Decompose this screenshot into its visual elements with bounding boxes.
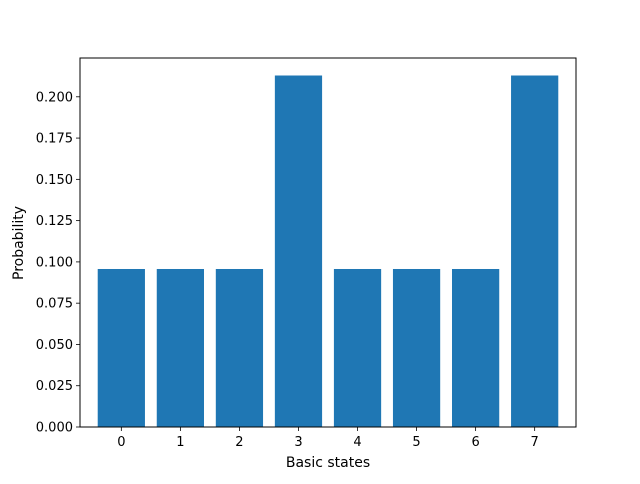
x-tick-label: 3 xyxy=(294,435,302,450)
x-tick-label: 7 xyxy=(531,435,539,450)
x-tick-label: 4 xyxy=(353,435,361,450)
bar-7 xyxy=(511,75,559,427)
bar-6 xyxy=(452,268,500,427)
bar-5 xyxy=(392,268,441,427)
x-axis-ticks: 0 1 2 3 4 5 6 7 xyxy=(117,427,539,450)
y-tick-label: 0.125 xyxy=(36,214,73,229)
x-tick-label: 0 xyxy=(117,435,125,450)
bars-group xyxy=(97,75,559,427)
y-tick-label: 0.050 xyxy=(36,338,73,353)
y-tick-label: 0.175 xyxy=(36,132,73,147)
y-tick-label: 0.075 xyxy=(36,297,73,312)
x-tick-label: 1 xyxy=(176,435,184,450)
bar-0 xyxy=(97,268,145,427)
y-tick-label: 0.100 xyxy=(36,255,73,270)
bar-4 xyxy=(333,268,382,427)
y-tick-label: 0.200 xyxy=(36,90,73,105)
x-tick-label: 6 xyxy=(471,435,479,450)
x-tick-label: 2 xyxy=(235,435,243,450)
x-axis-label: Basic states xyxy=(286,455,370,471)
bar-1 xyxy=(156,268,204,427)
y-axis-label: Probability xyxy=(11,206,27,280)
bar-2 xyxy=(215,268,264,427)
x-tick-label: 5 xyxy=(412,435,420,450)
y-tick-label: 0.150 xyxy=(36,173,73,188)
plot-frame xyxy=(79,57,577,428)
y-tick-label: 0.000 xyxy=(36,421,73,436)
bar-3 xyxy=(274,75,323,427)
y-axis-ticks: 0.000 0.025 0.050 0.075 0.100 0.125 0.150 0.175… xyxy=(36,90,80,436)
y-tick-label: 0.025 xyxy=(36,379,73,394)
